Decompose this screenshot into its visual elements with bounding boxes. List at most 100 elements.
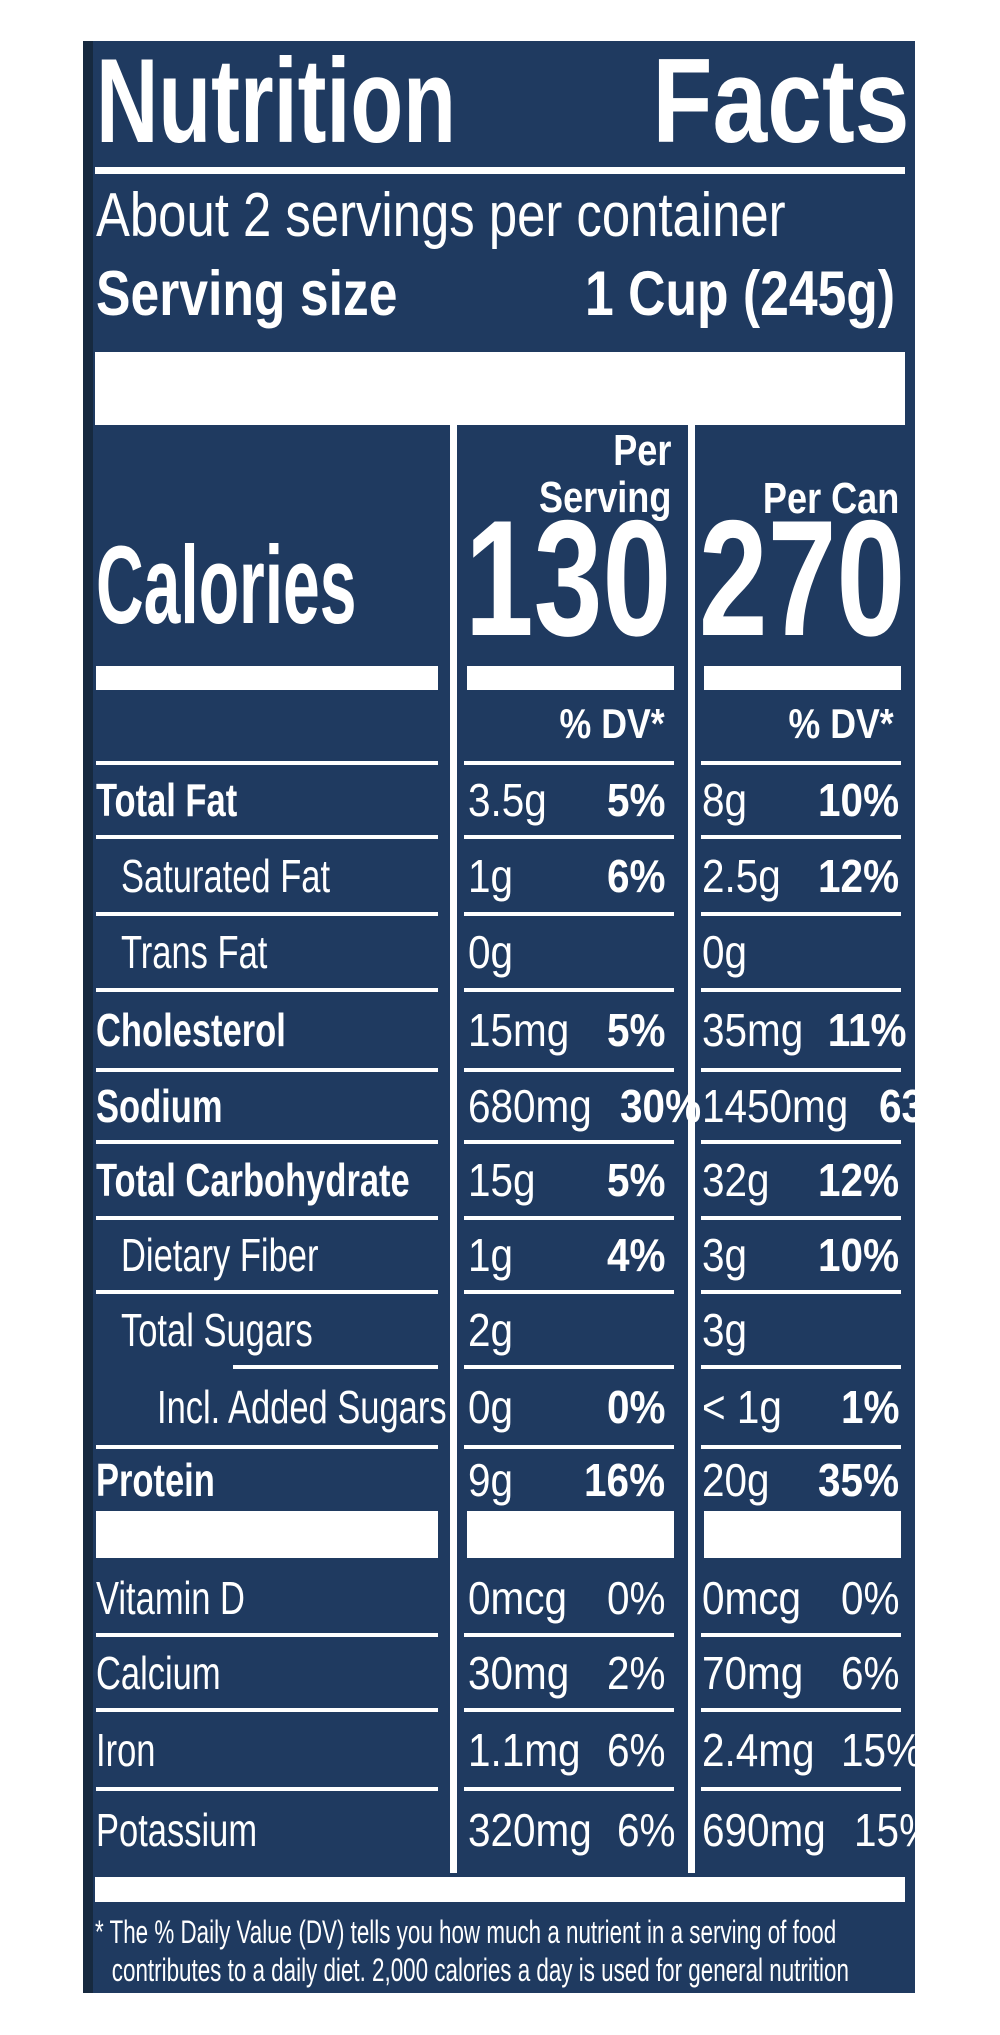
nutrient-row-total-sugars: Total Sugars 2g 3g [83, 1294, 915, 1365]
calories-per-serving: 130 [396, 496, 671, 661]
per-can-amount: 3g [702, 1229, 748, 1281]
per-can-dv: 15% [840, 1723, 915, 1776]
separator-line [464, 988, 674, 992]
separator-line [701, 1633, 901, 1637]
separator-line [701, 1216, 901, 1220]
per-can-amount: 0g [702, 926, 748, 978]
nutrient-name: Potassium [96, 1804, 258, 1856]
per-serving-dv: 4% [606, 1229, 665, 1281]
per-serving-dv: 16% [583, 1454, 665, 1506]
per-can-dv: 63% [879, 1080, 915, 1132]
per-can-dv: 10% [817, 774, 899, 826]
separator-line [96, 1787, 438, 1791]
calories-label: Calories [96, 529, 530, 643]
separator-line [464, 1140, 674, 1144]
separator-line [701, 1068, 901, 1072]
per-serving-dv: 6% [606, 849, 665, 902]
separator-line [96, 1140, 438, 1144]
serving-size-divider-bar [95, 352, 905, 425]
title-word-facts: Facts [652, 41, 910, 168]
separator-line [701, 1365, 901, 1369]
per-serving-dv: 30% [619, 1080, 701, 1132]
nutrient-name: Total Carbohydrate [96, 1154, 410, 1206]
per-can-amount: < 1g [702, 1381, 782, 1433]
servings-per-container: About 2 servings per container [96, 183, 915, 249]
per-serving-dv: 5% [606, 1154, 665, 1206]
separator-line [96, 988, 438, 992]
nutrient-name: Trans Fat [121, 926, 268, 978]
separator-line [464, 1708, 674, 1712]
calories-per-can: 270 [630, 496, 905, 661]
nutrient-row-added-sugars: Incl. Added Sugars 0g 0% < 1g 1% [83, 1369, 915, 1445]
per-serving-amount: 15g [468, 1154, 536, 1206]
separator-line [464, 1068, 674, 1072]
nutrient-name: Dietary Fiber [121, 1229, 319, 1281]
column-divider-2 [688, 423, 695, 1873]
per-serving-amount: 1g [468, 1229, 514, 1281]
per-serving-dv: 0% [606, 1571, 665, 1624]
per-can-amount: 2.4mg [702, 1723, 815, 1776]
nutrient-row-protein: Protein 9g 16% 20g 35% [83, 1449, 915, 1511]
vitamin-row-calcium: Calcium 30mg 2% 70mg 6% [83, 1637, 915, 1708]
per-can-dv: 11% [827, 1004, 907, 1056]
nutrient-row-cholesterol: Cholesterol 15mg 5% 35mg 11% [83, 992, 915, 1068]
separator-line [96, 1068, 438, 1072]
separator-line [701, 1787, 901, 1791]
separator-line [96, 912, 438, 916]
nutrient-row-trans-fat: Trans Fat 0g 0g [83, 916, 915, 988]
title: Nutrition Facts [96, 41, 909, 161]
per-can-dv: 10% [817, 1229, 899, 1281]
per-serving-amount: 3.5g [468, 774, 547, 826]
nutrient-row-sodium: Sodium 680mg 30% 1450mg 63% [83, 1072, 915, 1140]
per-can-dv: 15% [853, 1804, 915, 1856]
per-can-dv: 6% [840, 1646, 899, 1699]
nutrient-name: Total Fat [96, 774, 238, 826]
nutrient-name: Total Sugars [121, 1303, 313, 1356]
per-can-dv: 12% [817, 1154, 899, 1206]
separator-line [701, 988, 901, 992]
per-serving-amount: 0g [468, 926, 514, 978]
protein-divider-bar-left [96, 1511, 438, 1558]
per-serving-amount: 0mcg [468, 1571, 567, 1624]
per-can-dv: 12% [817, 849, 899, 902]
serving-size-label: Serving size [96, 259, 398, 329]
per-can-dv: 0% [840, 1571, 899, 1624]
nutrient-name: Saturated Fat [121, 849, 331, 902]
per-serving-amount: 1g [468, 849, 514, 902]
per-serving-header-text: Per Serving [538, 426, 671, 522]
separator-line [464, 1216, 674, 1220]
per-serving-dv: 5% [606, 1004, 665, 1056]
separator-line [701, 1708, 901, 1712]
separator-line [701, 1290, 901, 1294]
per-serving-dv: 0% [606, 1381, 665, 1433]
separator-line [96, 1216, 438, 1220]
nutrient-name: Protein [96, 1454, 215, 1506]
serving-size-value: 1 Cup (245g) [584, 259, 895, 329]
per-can-amount: 35mg [702, 1004, 804, 1056]
per-serving-amount: 320mg [468, 1804, 592, 1856]
protein-divider-bar-can [704, 1511, 901, 1558]
per-serving-amount: 2g [468, 1303, 514, 1356]
separator-line [96, 1708, 438, 1712]
per-can-amount: 20g [702, 1454, 770, 1506]
separator-line [701, 912, 901, 916]
per-serving-amount: 15mg [468, 1004, 570, 1056]
footnote-text: * The % Daily Value (DV) tells you how m… [95, 1914, 849, 1993]
percent-dv-header-serving-text: % DV* [559, 700, 665, 747]
vitamin-row-vitamin-d: Vitamin D 0mcg 0% 0mcg 0% [83, 1562, 915, 1633]
per-serving-dv: 6% [616, 1804, 676, 1856]
separator-line [96, 761, 438, 765]
separator-line [96, 1633, 438, 1637]
separator-line-indented [233, 1365, 438, 1369]
separator-line [464, 1365, 674, 1369]
separator-line [701, 835, 901, 839]
separator-line [464, 1445, 674, 1449]
per-serving-amount: 30mg [468, 1646, 570, 1699]
per-can-header-text: Per Can [762, 474, 899, 523]
per-can-amount: 32g [702, 1154, 770, 1206]
nutrient-row-total-fat: Total Fat 3.5g 5% 8g 10% [83, 765, 915, 835]
per-can-amount: 3g [702, 1303, 748, 1356]
vitamin-row-potassium: Potassium 320mg 6% 690mg 15% [83, 1791, 915, 1869]
calories-underbar-can [704, 666, 901, 690]
separator-line [96, 1290, 438, 1294]
